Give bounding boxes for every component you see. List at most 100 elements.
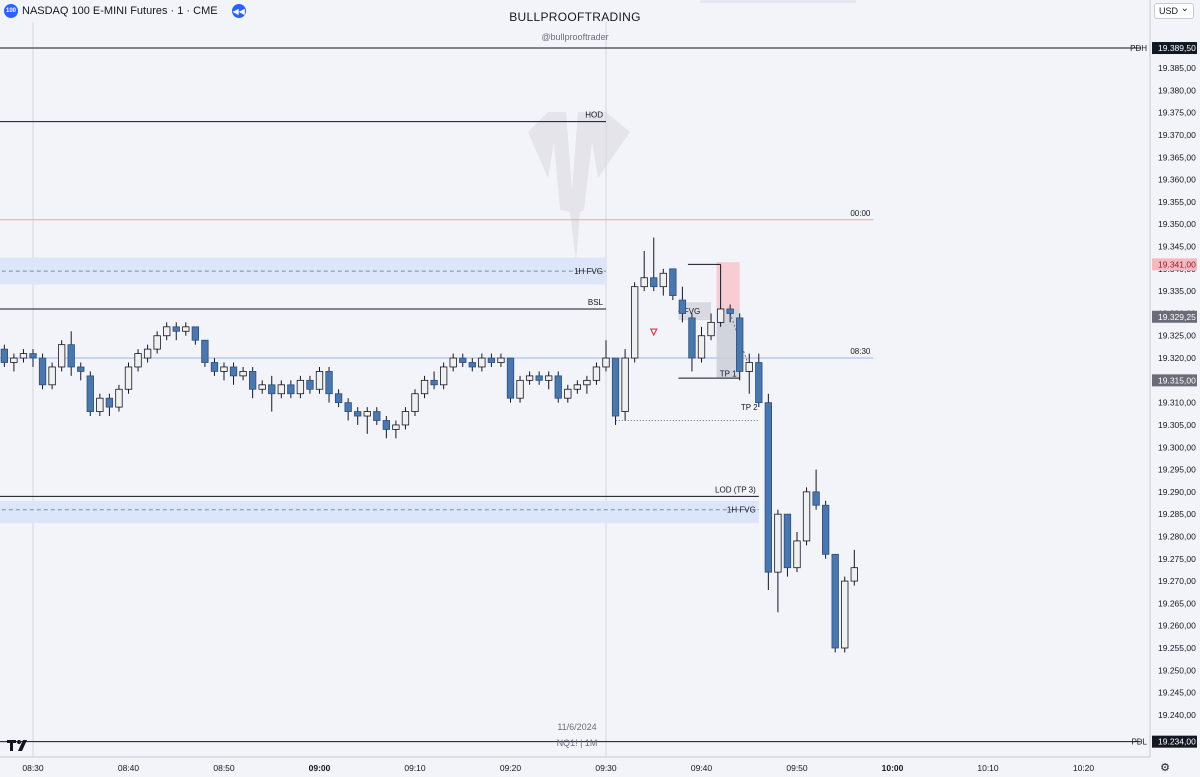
candle-body <box>430 379 438 386</box>
candle-body <box>487 357 496 363</box>
price-tick-label: 19.365,00 <box>1158 152 1196 162</box>
ltf-fvg-box <box>678 302 712 321</box>
candle-body <box>659 272 667 288</box>
price-tick-label: 19.245,00 <box>1158 688 1196 698</box>
candle-body <box>268 384 276 395</box>
candle-body <box>306 379 314 390</box>
watermark-date: 11/6/2024 <box>557 722 596 732</box>
candle-body <box>774 513 782 573</box>
level-label: 08:30 <box>850 347 871 356</box>
price-tick-label: 19.370,00 <box>1158 130 1196 140</box>
time-tick-label: 09:10 <box>404 763 426 773</box>
time-tick-label: 08:40 <box>118 763 140 773</box>
price-tag-label: 19.341,00 <box>1158 259 1196 269</box>
level-label: HOD <box>585 111 603 120</box>
candle-body <box>0 348 8 363</box>
level-label: BSL <box>588 298 604 307</box>
price-tag <box>1152 735 1197 748</box>
candle-body <box>124 366 133 390</box>
candle-body <box>631 286 639 359</box>
stop-zone <box>716 262 740 309</box>
top-strip <box>700 0 856 3</box>
candle-body <box>239 371 247 377</box>
candle-body <box>10 357 18 363</box>
time-tick-label: 09:00 <box>309 763 331 773</box>
price-tag <box>1152 310 1197 323</box>
candle-body <box>707 321 715 337</box>
price-tag-side-label: PDL <box>1131 738 1147 747</box>
currency-select[interactable]: USD <box>1154 2 1194 19</box>
candle-body <box>764 402 772 573</box>
candle-body <box>344 402 352 412</box>
candle-body <box>611 357 620 417</box>
price-tick-label: 19.250,00 <box>1158 665 1196 675</box>
candle-body <box>850 567 858 582</box>
candle-body <box>468 362 476 368</box>
price-tick-label: 19.310,00 <box>1158 398 1196 408</box>
candle-body <box>793 540 801 569</box>
candle-body <box>697 335 706 359</box>
fvg-label: 1H FVG <box>727 506 756 515</box>
candle-body <box>745 362 753 372</box>
time-tick-label: 08:30 <box>22 763 44 773</box>
candle-body <box>38 357 47 386</box>
candle-body <box>822 504 830 555</box>
price-tag-side-label: PDH <box>1130 44 1147 53</box>
price-tick-label: 19.290,00 <box>1158 487 1196 497</box>
time-tick-label: 09:30 <box>595 763 617 773</box>
candle-body <box>678 299 687 314</box>
candle-body <box>669 268 677 296</box>
time-tick-label: 10:20 <box>1073 763 1095 773</box>
price-tick-label: 19.275,00 <box>1158 554 1196 564</box>
candle-body <box>373 411 381 421</box>
candle-body <box>755 362 763 404</box>
price-tick-label: 19.285,00 <box>1158 509 1196 519</box>
candle-body <box>77 366 85 372</box>
price-tick-label: 19.260,00 <box>1158 621 1196 631</box>
fvg-label: 1H FVG <box>574 267 603 276</box>
candle-body <box>621 357 629 412</box>
candle-body <box>115 388 123 408</box>
price-tick-label: 19.380,00 <box>1158 85 1196 95</box>
settings-gear-icon[interactable]: ⚙ <box>1160 761 1170 774</box>
candle-body <box>401 411 410 426</box>
candle-body <box>583 379 591 386</box>
tradingview-logo-icon[interactable] <box>7 739 31 751</box>
candle-body <box>506 357 515 399</box>
price-tick-label: 19.265,00 <box>1158 598 1196 608</box>
candle-body <box>411 393 419 412</box>
candle-body <box>459 357 467 363</box>
candle-body <box>210 362 219 372</box>
candle-body <box>363 411 371 417</box>
symbol-title[interactable]: NASDAQ 100 E-MINI Futures · 1 · CME <box>22 5 218 17</box>
price-axis-bg <box>1150 0 1200 777</box>
price-tick-label: 19.300,00 <box>1158 442 1196 452</box>
candle-body <box>716 308 725 323</box>
candle-body <box>439 366 448 386</box>
price-tag-label: 19.329,25 <box>1158 312 1196 322</box>
candle-body <box>134 353 142 368</box>
rewind-icon[interactable]: ◀◀ <box>231 4 246 18</box>
candle-body <box>650 277 658 288</box>
watermark-ticker: NQ1! | 1M <box>557 738 598 748</box>
price-tick-label: 19.240,00 <box>1158 710 1196 720</box>
alert-marker-icon <box>649 328 658 337</box>
candle-body <box>220 366 228 372</box>
price-tick-label: 19.280,00 <box>1158 531 1196 541</box>
ltf-fvg-label: FVG <box>684 307 700 316</box>
candle-body <box>248 371 257 390</box>
candle-body <box>420 379 429 395</box>
candle-body <box>191 326 200 341</box>
candle-body <box>449 357 457 368</box>
bull-watermark-icon <box>528 112 630 262</box>
time-tick-label: 09:50 <box>786 763 808 773</box>
candle-body <box>325 371 333 395</box>
candle-body <box>688 317 696 359</box>
fvg-zone <box>0 500 759 524</box>
price-tick-label: 19.375,00 <box>1158 108 1196 118</box>
candle-body <box>96 397 104 412</box>
candle-body <box>229 366 238 377</box>
candle-body <box>201 339 209 363</box>
